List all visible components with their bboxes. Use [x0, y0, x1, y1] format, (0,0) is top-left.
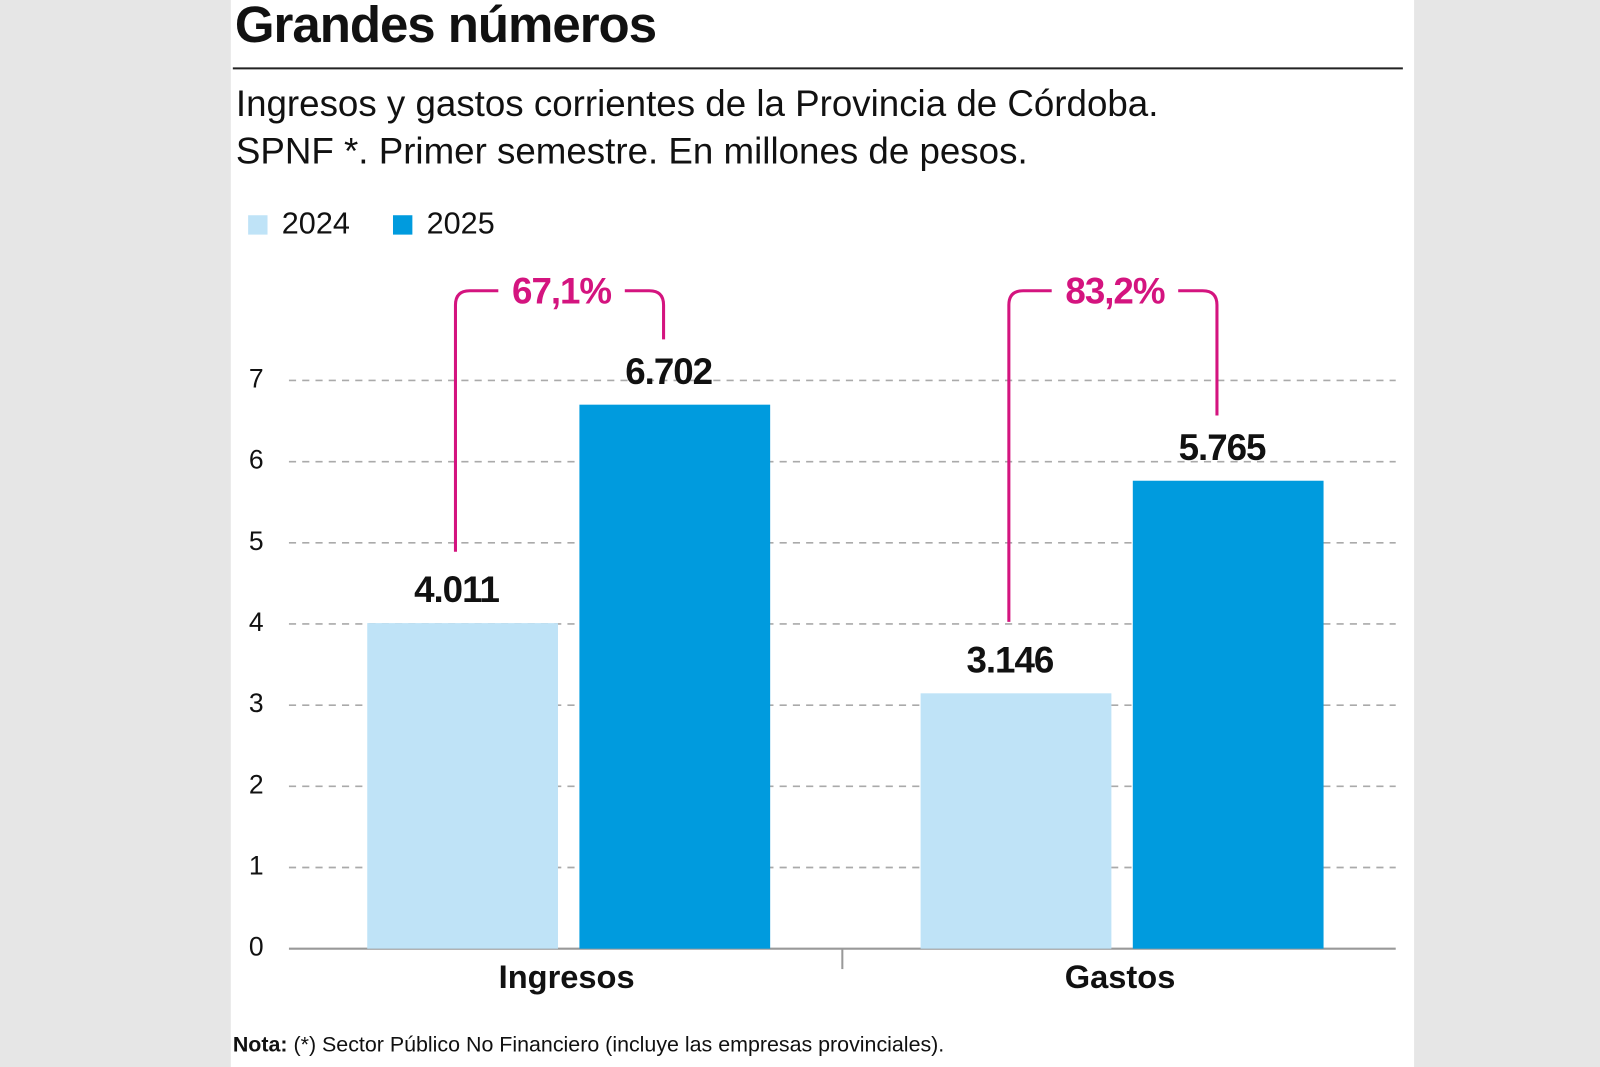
bar	[579, 404, 771, 949]
y-tick-label: 2	[249, 769, 264, 799]
x-tick-label: Ingresos	[499, 958, 635, 995]
note: Nota: (*) Sector Público No Financiero (…	[233, 1032, 944, 1056]
y-tick-label: 3	[249, 688, 264, 718]
bar	[367, 623, 558, 949]
legend-label: 2025	[427, 207, 495, 241]
y-tick-label: 4	[249, 607, 264, 637]
value-label: 6.702	[625, 351, 712, 392]
annotation-bracket	[453, 289, 499, 552]
legend-label: 2024	[282, 207, 350, 241]
annotation: 83,2%	[1065, 270, 1164, 311]
value-label: 5.765	[1179, 427, 1266, 468]
legend-swatch	[248, 215, 268, 235]
y-tick-label: 5	[249, 526, 264, 556]
note-label: Nota:	[233, 1032, 288, 1056]
annotation-bracket	[1178, 289, 1219, 416]
subtitle: Ingresos y gastos corrientes de la Provi…	[236, 83, 1159, 124]
annotation-bracket	[624, 289, 666, 340]
annotation: 67,1%	[512, 270, 611, 311]
legend-swatch	[392, 215, 413, 235]
y-tick-label: 0	[249, 932, 264, 962]
value-label: 3.146	[966, 639, 1053, 680]
y-tick-label: 7	[249, 363, 264, 393]
bar	[1132, 480, 1324, 949]
value-label: 4.011	[414, 569, 499, 610]
x-tick-label: Gastos	[1065, 958, 1176, 995]
note-text: (*) Sector Público No Financiero (incluy…	[293, 1032, 944, 1056]
subtitle: SPNF *. Primer semestre. En millones de …	[236, 131, 1028, 172]
annotation-bracket	[1007, 289, 1052, 622]
chart-title: Grandes números	[235, 0, 656, 53]
y-tick-label: 6	[249, 445, 264, 475]
bar	[920, 693, 1112, 949]
y-tick-label: 1	[249, 851, 264, 881]
